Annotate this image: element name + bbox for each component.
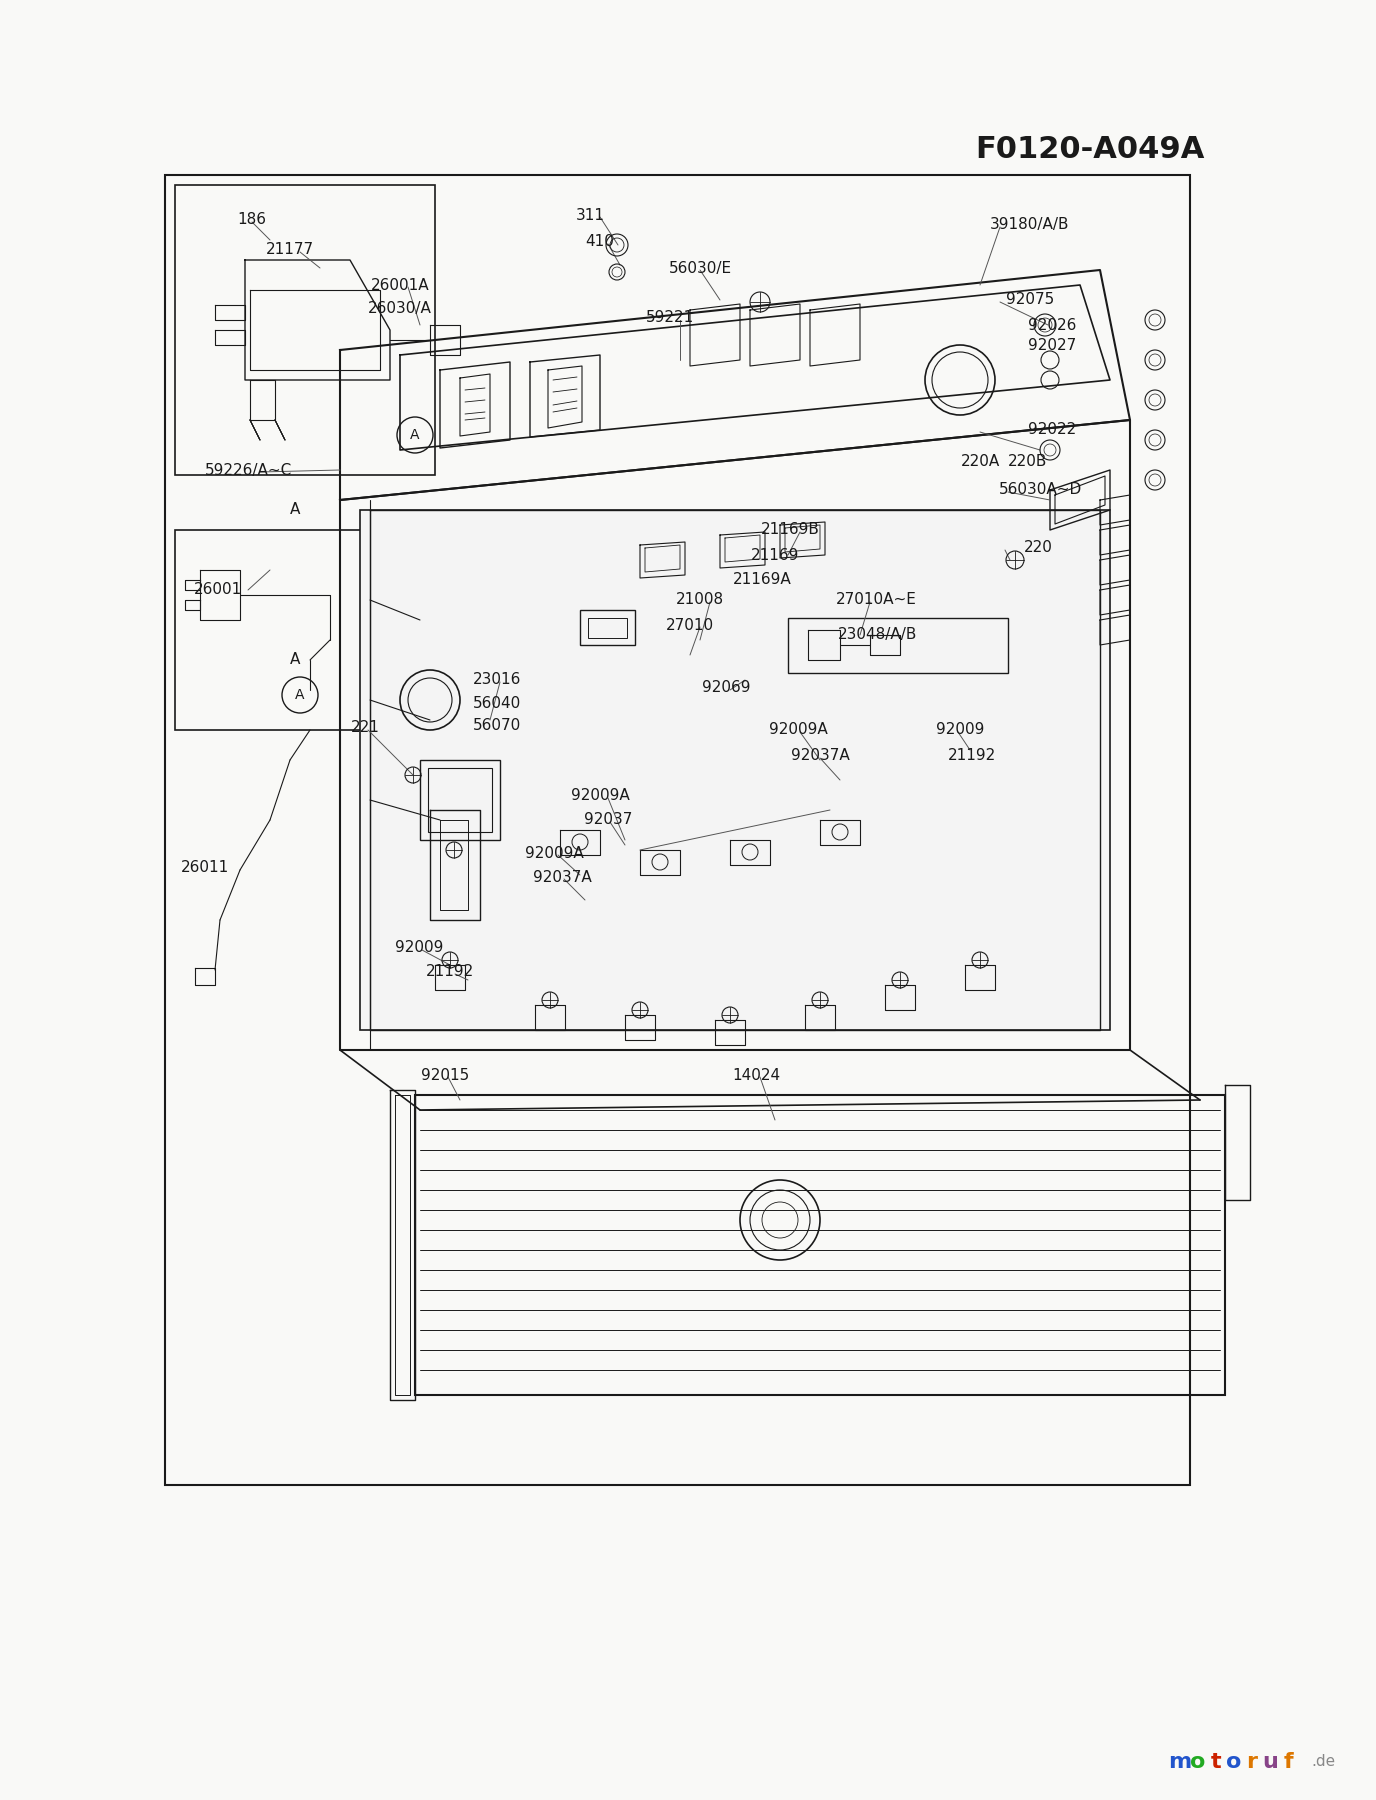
Text: 92022: 92022 — [1028, 423, 1076, 437]
Text: 27010: 27010 — [666, 617, 714, 632]
Text: .de: .de — [1311, 1755, 1335, 1769]
Text: 14024: 14024 — [732, 1067, 780, 1082]
Text: 59226/A~C: 59226/A~C — [205, 463, 292, 477]
Text: 59221: 59221 — [645, 310, 694, 326]
Text: 92009: 92009 — [395, 940, 443, 956]
Text: 39180/A/B: 39180/A/B — [991, 218, 1069, 232]
Bar — [416, 1094, 1225, 1395]
Text: A: A — [296, 688, 304, 702]
Text: 92026: 92026 — [1028, 317, 1076, 333]
Bar — [581, 610, 634, 644]
Bar — [361, 509, 1110, 1030]
Text: 186: 186 — [238, 212, 267, 227]
Text: r: r — [1247, 1751, 1258, 1771]
Text: 56030A~D: 56030A~D — [999, 482, 1082, 497]
Text: m: m — [1168, 1751, 1192, 1771]
Text: 21008: 21008 — [676, 592, 724, 608]
Text: 220B: 220B — [1009, 454, 1047, 470]
Text: 92015: 92015 — [421, 1067, 469, 1082]
Text: 21192: 21192 — [948, 747, 996, 763]
Text: 56040: 56040 — [473, 695, 522, 711]
Text: 220A: 220A — [960, 454, 999, 470]
Text: t: t — [1211, 1751, 1222, 1771]
Text: o: o — [1190, 1751, 1205, 1771]
Bar — [175, 185, 435, 475]
Text: f: f — [1284, 1751, 1293, 1771]
Text: A: A — [290, 502, 300, 518]
Text: 410: 410 — [586, 234, 615, 250]
Text: 92009A: 92009A — [571, 788, 629, 803]
Text: F0120-A049A: F0120-A049A — [976, 135, 1204, 164]
Text: 92069: 92069 — [702, 680, 750, 695]
Text: 56030/E: 56030/E — [669, 261, 732, 275]
Bar — [588, 617, 627, 637]
Text: 21169: 21169 — [751, 547, 799, 562]
Bar — [428, 769, 493, 832]
Text: 92009A: 92009A — [769, 722, 827, 738]
Text: 26001A: 26001A — [370, 277, 429, 292]
Text: 26001: 26001 — [194, 583, 242, 598]
Text: 21169A: 21169A — [732, 572, 791, 587]
Text: o: o — [1226, 1751, 1241, 1771]
Text: 92037: 92037 — [583, 812, 632, 828]
Text: 21177: 21177 — [266, 243, 314, 257]
Text: A: A — [290, 653, 300, 668]
Bar — [175, 529, 416, 731]
Text: 21192: 21192 — [427, 965, 475, 979]
Text: 92027: 92027 — [1028, 338, 1076, 353]
Bar — [788, 617, 1009, 673]
Text: 27010A~E: 27010A~E — [835, 592, 916, 608]
Bar — [165, 175, 1190, 1485]
Text: 92037A: 92037A — [533, 869, 592, 884]
Text: u: u — [1262, 1751, 1278, 1771]
Text: 23016: 23016 — [473, 673, 522, 688]
Text: 220: 220 — [1024, 540, 1053, 556]
Bar — [420, 760, 499, 841]
Text: 23048/A/B: 23048/A/B — [838, 628, 918, 643]
Text: 26011: 26011 — [180, 860, 230, 875]
Text: 92009: 92009 — [936, 722, 984, 738]
Text: 92037A: 92037A — [791, 747, 849, 763]
Text: 21169B: 21169B — [761, 522, 820, 538]
Text: 92075: 92075 — [1006, 292, 1054, 308]
Text: 92009A: 92009A — [524, 846, 583, 860]
Text: 56070: 56070 — [473, 718, 522, 733]
Text: 311: 311 — [575, 207, 604, 223]
Text: A: A — [410, 428, 420, 443]
Text: 26030/A: 26030/A — [367, 301, 432, 315]
Text: 221: 221 — [351, 720, 380, 736]
